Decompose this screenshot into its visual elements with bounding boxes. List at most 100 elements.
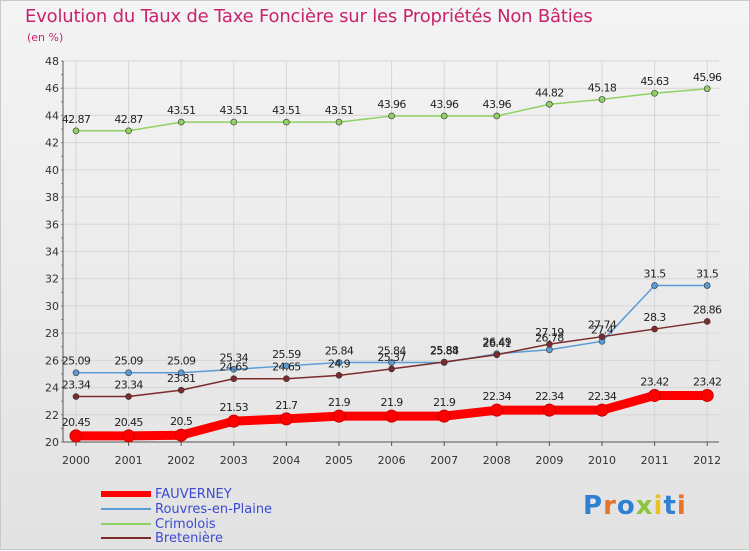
data-point <box>493 112 501 120</box>
data-point <box>440 358 448 366</box>
data-label: 25.09 <box>114 355 143 368</box>
data-label: 27.4 <box>591 323 614 336</box>
data-point <box>703 282 711 289</box>
data-point <box>440 112 448 120</box>
logo-letter: t <box>663 491 677 521</box>
data-point <box>335 118 343 126</box>
data-point <box>598 333 606 340</box>
data-label: 25.09 <box>167 355 196 368</box>
y-tick-label: 28 <box>45 327 59 340</box>
data-label: 24.65 <box>220 361 249 374</box>
data-label: 22.34 <box>483 390 512 403</box>
data-labels: 20.45 20.45 20.5 21.53 21.7 21.9 21.9 21.9 22.34… <box>62 71 723 429</box>
data-label: 31.5 <box>696 268 719 281</box>
data-label: 25.84 <box>430 345 459 358</box>
data-point <box>598 96 606 103</box>
y-tick-label: 42 <box>45 137 59 150</box>
data-point <box>125 127 132 135</box>
data-point <box>703 85 711 93</box>
logo-letter: x <box>635 491 654 521</box>
logo-letter: o <box>616 491 636 521</box>
data-point <box>700 388 714 402</box>
x-tick-label: 2008 <box>483 454 511 467</box>
data-point <box>542 403 556 417</box>
data-point <box>648 388 662 402</box>
legend-swatch-fauverney <box>101 491 151 497</box>
data-label: 43.51 <box>325 104 354 117</box>
data-point <box>230 118 238 126</box>
data-label: 43.51 <box>272 104 301 117</box>
data-label: 23.42 <box>693 375 722 388</box>
data-label: 31.5 <box>644 268 667 281</box>
data-label: 45.63 <box>640 75 669 88</box>
data-point <box>388 112 395 120</box>
data-label: 27.74 <box>588 319 617 332</box>
data-label: 21.9 <box>328 396 351 409</box>
y-tick-label: 44 <box>45 109 59 122</box>
logo-letter: r <box>603 491 617 521</box>
grid-lines <box>63 60 719 443</box>
data-label: 42.87 <box>62 113 91 126</box>
data-label: 25.37 <box>377 351 406 364</box>
data-label: 20.5 <box>170 415 193 428</box>
legend-item-rouvres: Rouvres-en-Plaine <box>101 502 272 517</box>
x-tick-label: 2004 <box>272 454 300 467</box>
data-point <box>332 409 346 423</box>
data-point <box>546 100 553 108</box>
data-point <box>335 359 343 366</box>
data-label: 22.34 <box>535 390 564 403</box>
data-point <box>177 386 185 394</box>
data-label: 21.7 <box>275 399 298 412</box>
logo-letter: i <box>653 491 664 521</box>
data-point <box>230 375 238 383</box>
data-label: 21.9 <box>433 396 456 409</box>
data-label: 21.53 <box>220 401 249 414</box>
y-tick-label: 40 <box>45 164 59 177</box>
y-tick-label: 30 <box>45 300 59 313</box>
legend-item-bretenniere: Bretenière <box>101 530 223 546</box>
data-point <box>72 127 80 135</box>
y-tick-label: 46 <box>45 82 59 95</box>
x-tick-label: 2005 <box>325 454 353 467</box>
data-point <box>388 365 395 373</box>
data-label: 26.78 <box>535 332 564 345</box>
data-point <box>651 325 658 333</box>
x-tick-label: 2003 <box>220 454 248 467</box>
data-point <box>546 340 553 348</box>
x-tick-label: 2002 <box>167 454 195 467</box>
data-label: 44.82 <box>535 86 564 99</box>
y-tick-label: 38 <box>45 191 59 204</box>
data-label: 25.84 <box>377 345 406 358</box>
y-tick-label: 34 <box>45 246 59 259</box>
data-point <box>122 429 136 443</box>
data-label: 23.34 <box>62 379 91 392</box>
legend-label-bretenniere: Bretenière <box>155 530 223 546</box>
y-tick-label: 32 <box>45 273 59 286</box>
data-point <box>125 369 132 377</box>
data-point <box>72 393 80 400</box>
legend-label-crimolois: Crimolois <box>155 516 216 532</box>
x-tick-label: 2007 <box>430 454 458 467</box>
data-label: 25.88 <box>430 344 459 357</box>
y-tick-label: 36 <box>45 218 59 231</box>
data-label: 23.42 <box>640 375 669 388</box>
data-point <box>230 366 238 373</box>
y-unit-label: (en %) <box>27 31 64 44</box>
legend-swatch-crimolois <box>101 523 151 525</box>
chart-title: Evolution du Taux de Taxe Foncière sur l… <box>25 6 593 27</box>
data-point <box>279 412 293 426</box>
data-point <box>174 428 188 442</box>
data-label: 23.81 <box>167 372 196 385</box>
legend-item-fauverney: FAUVERNEY <box>101 487 232 502</box>
data-label: 20.45 <box>114 416 143 429</box>
data-label: 25.34 <box>220 351 249 364</box>
data-label: 27.19 <box>535 326 564 339</box>
data-point <box>69 429 83 443</box>
data-label: 42.87 <box>114 113 143 126</box>
data-point <box>703 318 711 325</box>
y-tick-label: 22 <box>45 409 59 422</box>
data-label: 25.09 <box>62 355 91 368</box>
data-point <box>651 282 658 289</box>
